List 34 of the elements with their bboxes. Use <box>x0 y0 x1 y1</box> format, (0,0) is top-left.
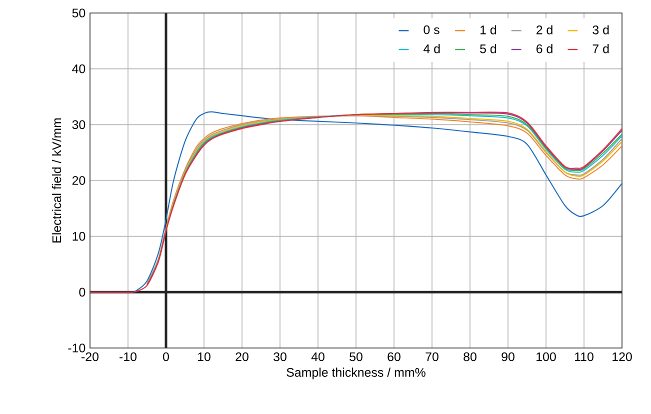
x-tick-label: 20 <box>236 352 248 362</box>
x-tick-label: 30 <box>274 352 286 362</box>
y-tick-label: 30 <box>72 120 86 130</box>
y-tick-label: 0 <box>79 288 86 297</box>
line-series <box>165 114 622 230</box>
x-tick-label: 80 <box>464 352 476 362</box>
y-tick-label: 40 <box>72 64 86 74</box>
y-tick-label: -10 <box>68 344 86 352</box>
y-tick-label: 20 <box>72 176 86 185</box>
y-tick-label: 10 <box>72 232 86 241</box>
x-tick-label: 110 <box>575 352 594 362</box>
x-tick-label: 0 <box>163 352 169 362</box>
legend-label: 0 s <box>424 25 440 34</box>
legend-label: 3 d <box>592 25 609 34</box>
x-tick-label: 120 <box>612 352 632 362</box>
legend-label: 4 d <box>424 44 440 54</box>
x-tick-label: 10 <box>198 352 210 362</box>
line-series <box>173 114 622 204</box>
x-tick-label: 60 <box>388 352 400 362</box>
x-tick-label: 90 <box>502 352 514 362</box>
y-axis-title: Electrical field / kV/mm <box>52 118 62 242</box>
x-axis-title: Sample thickness / mm% <box>286 368 426 380</box>
y-tick-label: 50 <box>72 8 86 18</box>
legend-label: 2 d <box>536 25 552 34</box>
x-tick-label: 100 <box>536 352 556 362</box>
x-tick-label: -20 <box>82 352 99 362</box>
legend-label: 1 d <box>480 25 496 34</box>
legend-label: 7 d <box>592 44 609 54</box>
legend-label: 6 d <box>536 44 552 54</box>
x-tick-label: 40 <box>311 352 324 362</box>
x-tick-label: 70 <box>426 352 438 362</box>
x-tick-label: -10 <box>120 352 137 362</box>
legend-label: 5 d <box>480 44 496 54</box>
x-tick-label: 50 <box>350 352 362 362</box>
